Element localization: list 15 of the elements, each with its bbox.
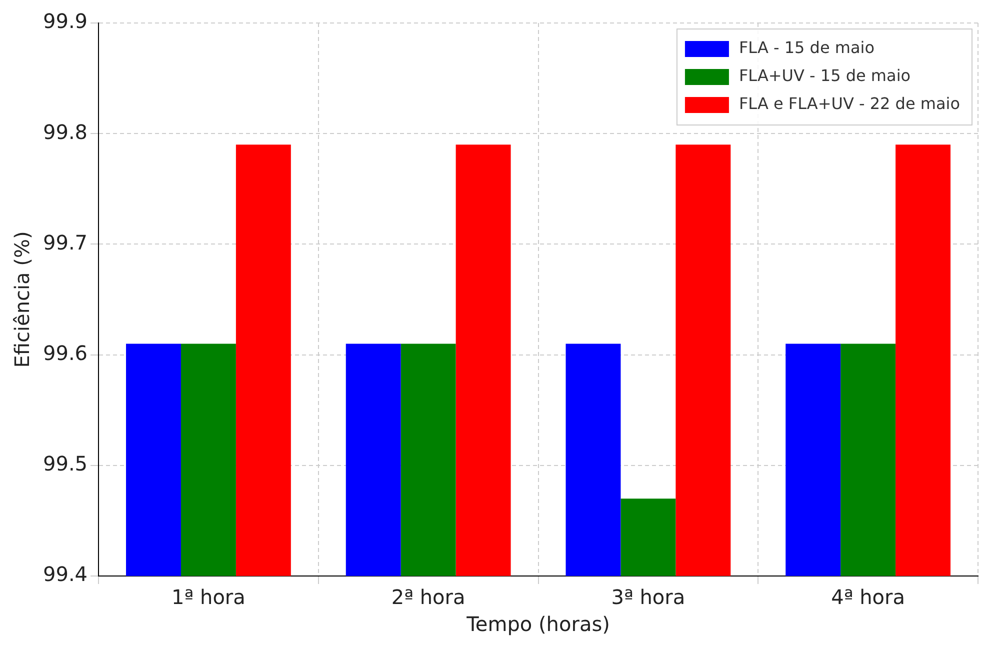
x-tick-label: 3ª hora xyxy=(611,585,686,610)
y-tick-label: 99.8 xyxy=(43,120,88,144)
y-tick-label: 99.9 xyxy=(43,9,88,34)
legend-label: FLA+UV - 15 de maio xyxy=(738,66,911,86)
y-tick-label: 99.5 xyxy=(43,452,88,476)
y-tick-label: 99.6 xyxy=(43,341,88,366)
legend-label: FLA - 15 de maio xyxy=(738,38,874,58)
x-axis-title: Tempo (horas) xyxy=(466,612,610,636)
x-tick-label: 2ª hora xyxy=(391,585,466,610)
y-tick-label: 99.4 xyxy=(43,562,88,586)
x-tick-label: 4ª hora xyxy=(831,585,906,610)
legend-label: FLA e FLA+UV - 22 de maio xyxy=(738,94,960,114)
x-tick-label: 1ª hora xyxy=(172,585,246,610)
y-axis-title: Eficiência (%) xyxy=(10,231,34,368)
y-tick-label: 99.7 xyxy=(43,230,88,254)
